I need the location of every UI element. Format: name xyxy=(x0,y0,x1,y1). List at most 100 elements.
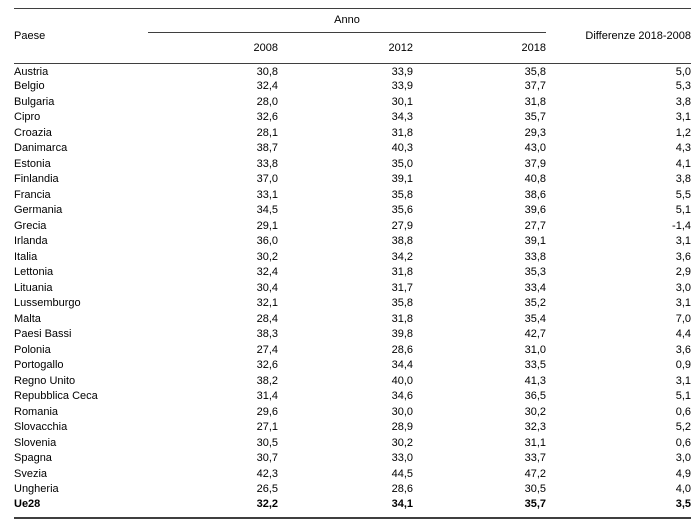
value-cell-2008: 27,1 xyxy=(256,421,278,434)
country-cell: Estonia xyxy=(14,157,51,170)
table-row: Slovenia 30,5 30,2 31,1 0,6 xyxy=(14,436,691,452)
value-cell-differenza: 0,6 xyxy=(675,405,692,418)
value-cell-2012: 34,6 xyxy=(391,390,413,403)
table-row: Spagna 30,7 33,0 33,7 3,0 xyxy=(14,451,691,467)
value-cell-differenza: 3,8 xyxy=(675,173,692,186)
country-cell: Spagna xyxy=(14,452,52,465)
value-cell-differenza: 5,5 xyxy=(675,188,692,201)
value-cell-2008: 38,3 xyxy=(256,328,278,341)
value-cell-2012: 39,1 xyxy=(391,173,413,186)
value-cell-2012: 39,8 xyxy=(391,328,413,341)
value-cell-2018: 30,5 xyxy=(524,483,547,496)
table-row: Belgio 32,4 33,9 37,7 5,3 xyxy=(14,79,691,95)
table-row: Lussemburgo 32,1 35,8 35,2 3,1 xyxy=(14,296,691,312)
value-cell-differenza: 4,9 xyxy=(675,467,692,480)
value-cell-differenza: 3,1 xyxy=(675,374,692,387)
country-cell: Croazia xyxy=(14,126,52,139)
value-cell-2018: 35,4 xyxy=(524,312,547,325)
country-cell: Ungheria xyxy=(14,483,59,496)
table-row: Cipro 32,6 34,3 35,7 3,1 xyxy=(14,110,691,126)
value-cell-2018: 37,7 xyxy=(524,80,547,93)
column-header-2008: 2008 xyxy=(148,32,278,64)
country-cell: Paesi Bassi xyxy=(14,328,72,341)
value-cell-2018: 33,7 xyxy=(524,452,547,465)
value-cell-differenza: 2,9 xyxy=(675,266,692,279)
value-cell-2018: 40,8 xyxy=(524,173,547,186)
value-cell-2008: 28,0 xyxy=(256,95,278,108)
value-cell-differenza: 3,0 xyxy=(675,281,692,294)
country-cell: Bulgaria xyxy=(14,95,55,108)
value-cell-2018: 35,3 xyxy=(524,266,547,279)
value-cell-2012: 35,0 xyxy=(391,157,413,170)
country-cell: Lettonia xyxy=(14,266,54,279)
table-row: Romania 29,6 30,0 30,2 0,6 xyxy=(14,405,691,421)
value-cell-differenza: 3,6 xyxy=(675,250,692,263)
value-cell-2008: 26,5 xyxy=(256,483,278,496)
value-cell-differenza: 5,3 xyxy=(675,80,692,93)
value-cell-2008: 33,1 xyxy=(256,188,278,201)
value-cell-2008: 32,4 xyxy=(256,266,278,279)
value-cell-differenza: 3,1 xyxy=(675,297,692,310)
country-cell: Italia xyxy=(14,250,38,263)
value-cell-2012: 40,0 xyxy=(391,374,413,387)
table-row: Germania 34,5 35,6 39,6 5,1 xyxy=(14,203,691,219)
value-cell-2008: 27,4 xyxy=(256,343,278,356)
table-row: Estonia 33,8 35,0 37,9 4,1 xyxy=(14,157,691,173)
country-cell: Lussemburgo xyxy=(14,297,81,310)
value-cell-2012: 34,2 xyxy=(391,250,413,263)
value-cell-differenza: 4,4 xyxy=(675,328,692,341)
value-cell-2008: 32,1 xyxy=(256,297,278,310)
value-cell-differenza: 3,5 xyxy=(675,497,692,510)
value-cell-2012: 30,2 xyxy=(391,436,413,449)
value-cell-2018: 39,1 xyxy=(524,235,547,248)
table-row: Malta 28,4 31,8 35,4 7,0 xyxy=(14,312,691,328)
table-row: Francia 33,1 35,8 38,6 5,5 xyxy=(14,188,691,204)
table-row: Slovacchia 27,1 28,9 32,3 5,2 xyxy=(14,420,691,436)
table-row: Grecia 29,1 27,9 27,7 -1,4 xyxy=(14,219,691,235)
value-cell-2012: 27,9 xyxy=(391,219,413,232)
country-cell: Portogallo xyxy=(14,359,64,372)
value-cell-differenza: 3,0 xyxy=(675,452,692,465)
value-cell-2018: 31,8 xyxy=(524,95,547,108)
value-cell-2012: 34,1 xyxy=(391,497,413,510)
value-cell-differenza: 1,2 xyxy=(675,126,692,139)
table-body: Austria 30,8 33,9 35,8 5,0 Belgio 32,4 33,9 37,7… xyxy=(14,64,691,518)
value-cell-differenza: 5,0 xyxy=(675,66,692,78)
country-cell: Lituania xyxy=(14,281,53,294)
country-cell: Francia xyxy=(14,188,51,201)
value-cell-differenza: 5,1 xyxy=(675,204,692,217)
table-row: Polonia 27,4 28,6 31,0 3,6 xyxy=(14,343,691,359)
value-cell-2008: 42,3 xyxy=(256,467,278,480)
country-cell: Regno Unito xyxy=(14,374,76,387)
table-row: Bulgaria 28,0 30,1 31,8 3,8 xyxy=(14,95,691,111)
country-cell: Slovacchia xyxy=(14,421,68,434)
column-header-2012: 2012 xyxy=(278,32,413,64)
value-cell-2012: 31,8 xyxy=(391,126,413,139)
value-cell-differenza: 3,1 xyxy=(675,235,692,248)
value-cell-2008: 30,7 xyxy=(256,452,278,465)
value-cell-2018: 41,3 xyxy=(524,374,547,387)
value-cell-differenza: -1,4 xyxy=(672,219,692,232)
table-row: Irlanda 36,0 38,8 39,1 3,1 xyxy=(14,234,691,250)
country-cell: Polonia xyxy=(14,343,51,356)
value-cell-2008: 29,1 xyxy=(256,219,278,232)
value-cell-differenza: 3,1 xyxy=(675,111,692,124)
header-row-group: Paese Anno Differenze 2018-2008 xyxy=(14,8,692,64)
country-cell: Irlanda xyxy=(14,235,48,248)
table-row: Danimarca 38,7 40,3 43,0 4,3 xyxy=(14,141,691,157)
countries-data-table: Paese Anno Differenze 2018-2008 2008 201… xyxy=(14,8,692,519)
country-cell: Cipro xyxy=(14,111,41,124)
value-cell-2008: 32,6 xyxy=(256,359,278,372)
value-cell-2008: 31,4 xyxy=(256,390,278,403)
value-cell-2018: 35,8 xyxy=(524,66,547,78)
value-cell-2018: 42,7 xyxy=(524,328,547,341)
table-row: Lettonia 32,4 31,8 35,3 2,9 xyxy=(14,265,691,281)
country-cell: Svezia xyxy=(14,467,48,480)
value-cell-2008: 37,0 xyxy=(256,173,278,186)
value-cell-2018: 33,5 xyxy=(524,359,547,372)
value-cell-differenza: 3,8 xyxy=(675,95,692,108)
value-cell-2018: 33,4 xyxy=(524,281,547,294)
column-header-paese: Paese xyxy=(14,8,148,64)
value-cell-2012: 30,0 xyxy=(391,405,413,418)
